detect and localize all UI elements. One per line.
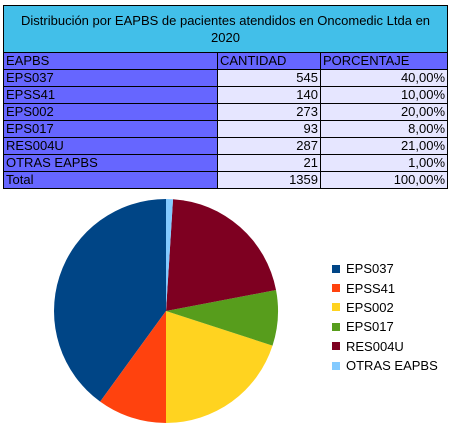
- table-row: Total 1359 100,00%: [3, 171, 449, 189]
- cell-cantidad: 545: [217, 69, 321, 87]
- legend-label: RES004U: [346, 338, 404, 354]
- cell-porcentaje: 1,00%: [319, 154, 449, 172]
- legend-swatch: [332, 303, 340, 312]
- legend-item: EPS002: [332, 298, 438, 317]
- table-row: EPS017 93 8,00%: [3, 120, 449, 138]
- pie-slice-eps002: [166, 311, 273, 423]
- legend-label: EPS037: [346, 261, 394, 277]
- legend-swatch: [332, 322, 340, 331]
- legend-label: EPS002: [346, 299, 394, 315]
- cell-eapbs: EPS017: [3, 120, 218, 138]
- cell-eapbs: OTRAS EAPBS: [3, 154, 218, 172]
- table-row: RES004U 287 21,00%: [3, 137, 449, 155]
- legend-item: RES004U: [332, 337, 438, 356]
- header-cantidad: CANTIDAD: [217, 52, 321, 70]
- legend-item: EPS017: [332, 317, 438, 336]
- cell-cantidad: 287: [217, 137, 321, 155]
- legend-swatch: [332, 284, 340, 293]
- cell-cantidad: 140: [217, 86, 321, 104]
- legend-swatch: [332, 264, 340, 273]
- pie-slice-res004u: [166, 199, 277, 311]
- table-row: EPSS41 140 10,00%: [3, 86, 449, 104]
- data-table: Distribución por EAPBS de pacientes aten…: [2, 5, 449, 189]
- cell-eapbs: EPS037: [3, 69, 218, 87]
- legend-item: EPS037: [332, 259, 438, 278]
- cell-cantidad: 273: [217, 103, 321, 121]
- pie-slice-otras-eapbs: [166, 199, 174, 311]
- cell-porcentaje: 8,00%: [319, 120, 449, 138]
- chart-legend: EPS037 EPSS41 EPS002 EPS017 RES004U OTRAS EAP…: [332, 259, 438, 375]
- pie-slice-eps037: [54, 199, 167, 402]
- pie-slice-epss41: [100, 311, 166, 423]
- table-title: Distribución por EAPBS de pacientes aten…: [2, 5, 449, 53]
- cell-eapbs: EPSS41: [3, 86, 218, 104]
- legend-label: EPSS41: [346, 280, 396, 296]
- cell-porcentaje: 21,00%: [319, 137, 449, 155]
- legend-swatch: [332, 342, 340, 351]
- legend-label: EPS017: [346, 319, 394, 335]
- cell-cantidad: 1359: [217, 171, 321, 189]
- header-eapbs: EAPBS: [3, 52, 218, 70]
- pie-slice-eps017: [166, 290, 279, 346]
- legend-item: EPSS41: [332, 278, 438, 297]
- header-porcentaje: PORCENTAJE: [319, 52, 449, 70]
- legend-item: OTRAS EAPBS: [332, 356, 438, 375]
- legend-label: OTRAS EAPBS: [346, 358, 438, 374]
- cell-porcentaje: 100,00%: [319, 171, 449, 189]
- cell-eapbs: Total: [3, 171, 218, 189]
- table-row: OTRAS EAPBS 21 1,00%: [3, 154, 449, 172]
- cell-cantidad: 21: [217, 154, 321, 172]
- legend-swatch: [332, 361, 340, 370]
